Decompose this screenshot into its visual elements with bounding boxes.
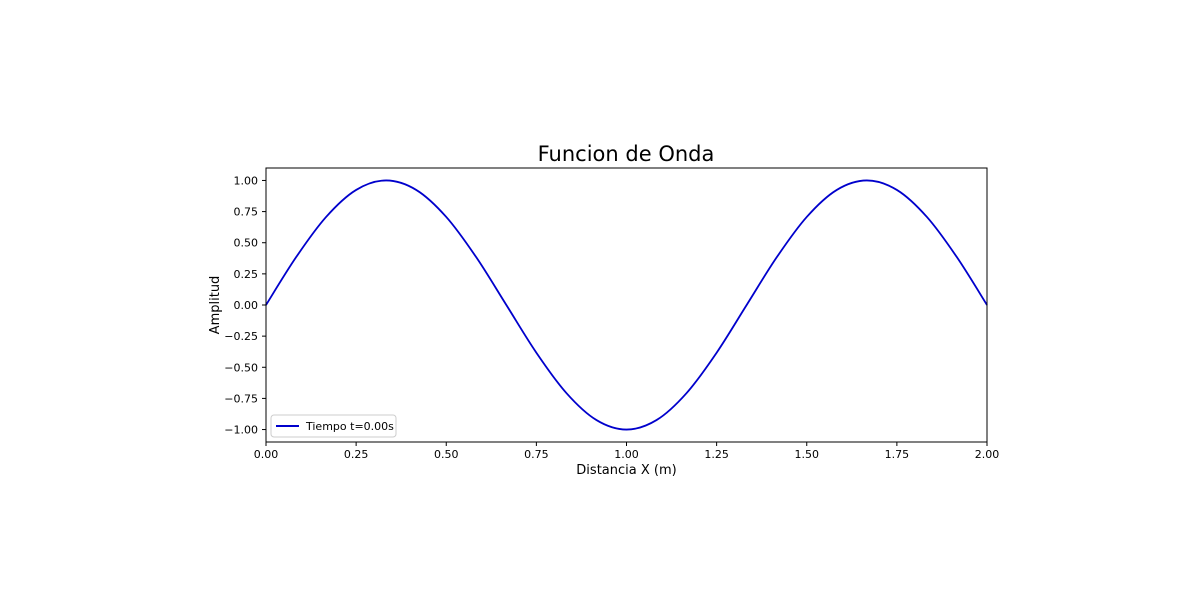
y-tick-label: 0.50 bbox=[234, 237, 259, 250]
legend-box bbox=[270, 414, 397, 438]
x-tick-label: 1.50 bbox=[795, 448, 820, 461]
series-line bbox=[265, 179, 988, 431]
x-tick-label: 0.25 bbox=[344, 448, 369, 461]
x-tick-label: 1.00 bbox=[614, 448, 639, 461]
y-tick-label: 0.75 bbox=[234, 206, 259, 219]
y-tick-label: −0.75 bbox=[224, 392, 258, 405]
x-axis-label: Distancia X (m) bbox=[576, 463, 676, 478]
y-tick-label: −0.50 bbox=[224, 361, 258, 374]
x-tick-label: 0.75 bbox=[524, 448, 549, 461]
legend: Tiempo t=0.00s bbox=[270, 414, 397, 438]
plot-area-frame bbox=[265, 167, 988, 443]
chart-title: Funcion de Onda bbox=[538, 142, 715, 166]
y-tick-label: −0.25 bbox=[224, 330, 258, 343]
x-tick-label: 1.75 bbox=[885, 448, 910, 461]
y-tick-label: 0.25 bbox=[234, 268, 259, 281]
x-axis-ticks: 0.00 0.25 0.50 0.75 1.00 1.25 1.50 1.75 2.00 bbox=[254, 442, 1000, 461]
x-tick-label: 0.50 bbox=[434, 448, 459, 461]
legend-label: Tiempo t=0.00s bbox=[305, 420, 394, 433]
y-axis-ticks: −1.00 −0.75 −0.50 −0.25 0.00 0.25 0.50 0.75 1.00 bbox=[224, 174, 266, 437]
y-tick-label: 0.00 bbox=[234, 299, 259, 312]
x-tick-label: 2.00 bbox=[975, 448, 1000, 461]
y-tick-label: 1.00 bbox=[234, 174, 259, 187]
y-tick-label: −1.00 bbox=[224, 424, 258, 437]
x-tick-label: 1.25 bbox=[704, 448, 729, 461]
series-layer bbox=[265, 179, 988, 431]
x-tick-label: 0.00 bbox=[254, 448, 279, 461]
y-axis-label: Amplitud bbox=[208, 276, 223, 335]
